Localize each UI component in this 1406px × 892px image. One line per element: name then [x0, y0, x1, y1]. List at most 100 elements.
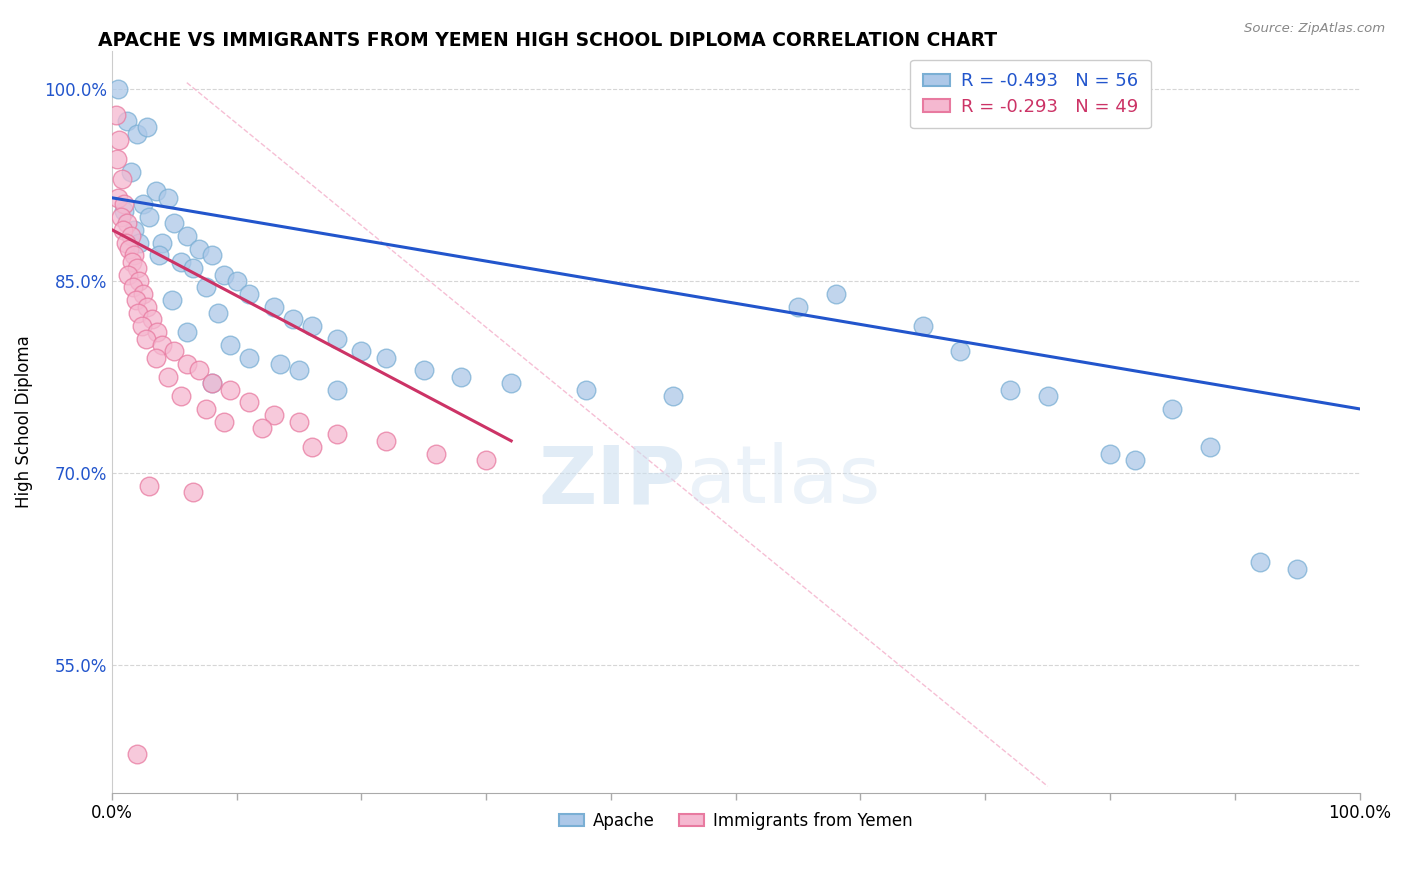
Point: [194, 280, 217, 294]
Point: [121, 254, 143, 268]
Point: [128, 274, 150, 288]
Point: [238, 395, 260, 409]
Point: [263, 300, 285, 314]
Point: [375, 434, 398, 448]
Point: [201, 248, 224, 262]
Point: [425, 447, 447, 461]
Point: [375, 351, 398, 365]
Point: [150, 338, 173, 352]
Point: [108, 133, 131, 147]
Point: [238, 286, 260, 301]
Point: [824, 286, 846, 301]
Point: [212, 415, 235, 429]
Point: [148, 248, 170, 262]
Point: [145, 351, 167, 365]
Point: [225, 274, 247, 288]
Point: [412, 363, 434, 377]
Point: [124, 223, 146, 237]
Point: [115, 114, 138, 128]
Point: [124, 248, 146, 262]
Point: [201, 376, 224, 391]
Point: [163, 216, 186, 230]
Point: [238, 351, 260, 365]
Point: [120, 229, 142, 244]
Point: [181, 261, 204, 276]
Point: [207, 306, 229, 320]
Point: [288, 363, 311, 377]
Point: [125, 747, 148, 762]
Point: [219, 338, 242, 352]
Point: [107, 191, 129, 205]
Point: [146, 325, 169, 339]
Point: [911, 318, 934, 333]
Point: [250, 421, 273, 435]
Legend: Apache, Immigrants from Yemen: Apache, Immigrants from Yemen: [553, 805, 920, 837]
Point: [288, 415, 311, 429]
Point: [145, 185, 167, 199]
Point: [160, 293, 183, 307]
Point: [662, 389, 685, 403]
Point: [949, 344, 972, 359]
Point: [263, 409, 285, 423]
Point: [1036, 389, 1059, 403]
Y-axis label: High School Diploma: High School Diploma: [15, 335, 32, 508]
Text: ZIP: ZIP: [538, 442, 686, 520]
Text: atlas: atlas: [686, 442, 880, 520]
Point: [212, 268, 235, 282]
Point: [1249, 555, 1271, 569]
Point: [176, 357, 198, 371]
Point: [301, 318, 323, 333]
Point: [157, 191, 180, 205]
Point: [122, 280, 145, 294]
Point: [501, 376, 523, 391]
Point: [219, 383, 242, 397]
Point: [1098, 447, 1121, 461]
Point: [138, 478, 160, 492]
Point: [114, 203, 136, 218]
Point: [325, 383, 347, 397]
Point: [450, 370, 472, 384]
Point: [169, 254, 191, 268]
Point: [138, 210, 160, 224]
Point: [127, 306, 149, 320]
Point: [104, 108, 127, 122]
Point: [125, 127, 148, 141]
Point: [194, 401, 217, 416]
Point: [118, 242, 141, 256]
Point: [150, 235, 173, 250]
Point: [135, 300, 157, 314]
Point: [176, 325, 198, 339]
Point: [135, 332, 157, 346]
Point: [301, 440, 323, 454]
Point: [325, 427, 347, 442]
Point: [141, 312, 163, 326]
Point: [110, 210, 132, 224]
Point: [325, 332, 347, 346]
Point: [114, 235, 136, 250]
Point: [188, 242, 211, 256]
Point: [350, 344, 373, 359]
Point: [188, 363, 211, 377]
Point: [1286, 562, 1309, 576]
Point: [1161, 401, 1184, 416]
Point: [281, 312, 304, 326]
Point: [1123, 453, 1146, 467]
Point: [169, 389, 191, 403]
Point: [575, 383, 598, 397]
Point: [124, 293, 146, 307]
Point: [128, 235, 150, 250]
Point: [117, 268, 139, 282]
Point: [181, 485, 204, 500]
Point: [201, 376, 224, 391]
Point: [107, 82, 129, 96]
Text: Source: ZipAtlas.com: Source: ZipAtlas.com: [1244, 22, 1385, 36]
Point: [115, 216, 138, 230]
Point: [111, 171, 134, 186]
Point: [135, 120, 157, 135]
Point: [112, 223, 135, 237]
Point: [157, 370, 180, 384]
Point: [163, 344, 186, 359]
Point: [125, 261, 148, 276]
Point: [176, 229, 198, 244]
Point: [120, 165, 142, 179]
